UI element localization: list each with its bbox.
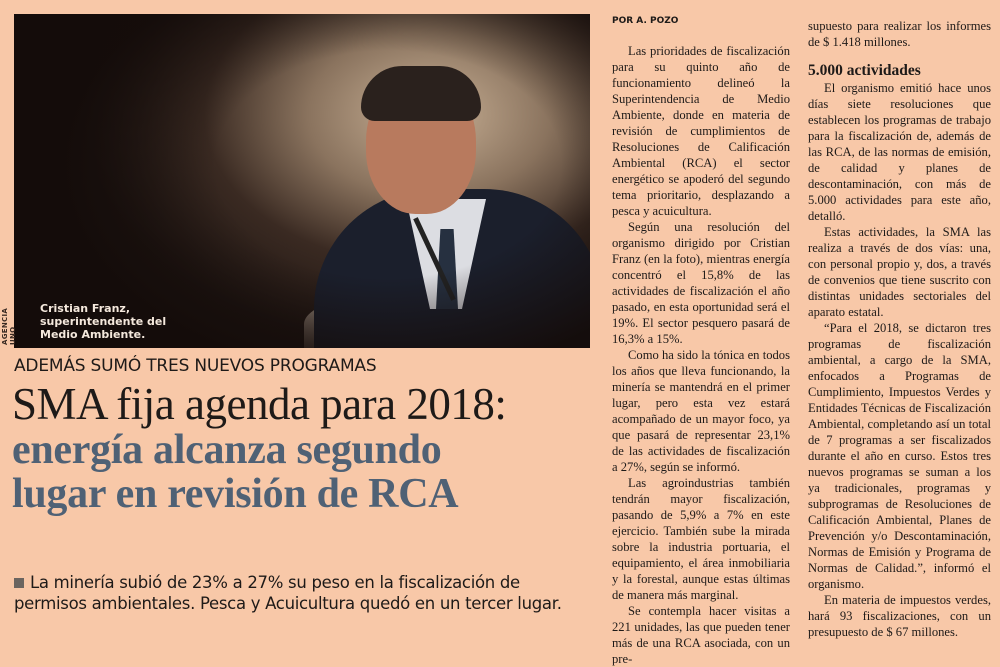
subheading: 5.000 actividades [808,62,921,79]
deck: La minería subió de 23% a 27% su peso en… [14,573,562,613]
article-photo: Cristian Franz, superintendente del Medi… [14,14,590,348]
paragraph: En materia de impuestos verdes, hará 93 … [808,593,991,639]
photo-credit: AGENCIA UNO [1,307,17,345]
paragraph: Según una resolución del organismo dirig… [612,220,790,346]
headline-subline: energía alcanza segundo lugar en revisió… [12,427,459,517]
paragraph: Las agroindustrias también tendrán mayor… [612,476,790,602]
article-column-2: supuesto para realizar los informes de $… [808,18,991,640]
byline: POR A. POZO [612,16,679,26]
kicker: ADEMÁS SUMÓ TRES NUEVOS PROGRAMAS [14,356,377,376]
bullet-square-icon [14,578,24,588]
paragraph: “Para el 2018, se dictaron tres programa… [808,321,991,591]
photo-caption: Cristian Franz, superintendente del Medi… [40,302,167,341]
article-column-1: POR A. POZO Las prioridades de fiscaliza… [612,16,790,667]
paragraph: Como ha sido la tónica en todos los años… [612,348,790,474]
headline-line-1: SMA fija agenda para 2018: [12,379,507,429]
paragraph-continuation: supuesto para realizar los informes de $… [808,19,991,49]
paragraph: Se contempla hacer visitas a 221 unidade… [612,604,790,666]
paragraph: Las prioridades de fiscalización para su… [612,44,790,218]
paragraph: El organismo emitió hace unos días siete… [808,81,991,223]
paragraph: Estas actividades, la SMA las realiza a … [808,225,991,319]
